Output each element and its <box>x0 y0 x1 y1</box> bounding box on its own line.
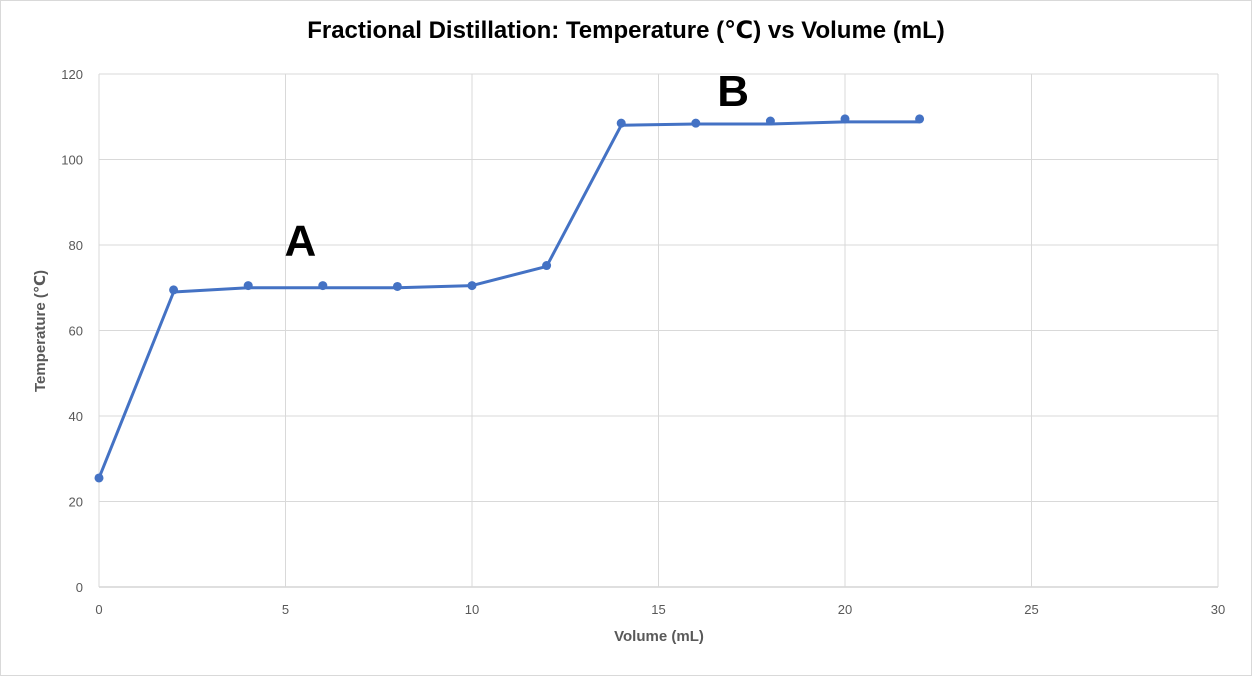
data-point <box>691 118 701 128</box>
x-tick-label: 15 <box>651 602 665 617</box>
x-tick-label: 10 <box>465 602 479 617</box>
y-tick-label: 20 <box>69 495 83 510</box>
y-tick-label: 0 <box>76 580 83 595</box>
data-point <box>542 261 552 271</box>
x-axis-label: Volume (mL) <box>614 628 704 645</box>
chart-title: Fractional Distillation: Temperature (℃)… <box>307 17 945 44</box>
y-tick-label: 100 <box>61 153 83 168</box>
y-tick-label: 60 <box>69 324 83 339</box>
x-tick-label: 20 <box>838 602 852 617</box>
data-point <box>392 281 402 291</box>
data-point <box>169 285 179 295</box>
x-tick-label: 30 <box>1211 602 1225 617</box>
data-point <box>243 281 253 291</box>
data-point <box>915 114 925 124</box>
x-tick-label: 25 <box>1024 602 1038 617</box>
data-point <box>765 116 775 126</box>
data-point <box>616 118 626 128</box>
x-tick-label: 5 <box>282 602 289 617</box>
data-point <box>467 281 477 291</box>
trend-line <box>97 120 922 480</box>
y-tick-label: 40 <box>69 409 83 424</box>
annotation-label: A <box>285 217 317 266</box>
data-point <box>94 473 104 483</box>
y-tick-label: 80 <box>69 238 83 253</box>
annotation-label: B <box>717 67 749 116</box>
y-tick-label: 120 <box>61 67 83 82</box>
data-point <box>318 281 328 291</box>
data-point <box>840 114 850 124</box>
x-tick-label: 0 <box>95 602 102 617</box>
